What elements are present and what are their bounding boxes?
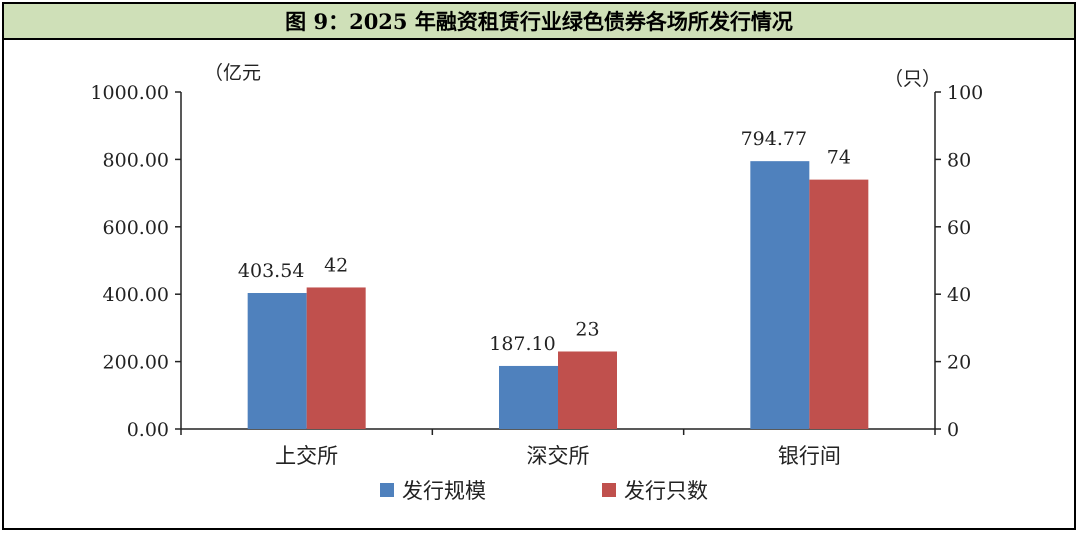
y-right-unit-label: （只） xyxy=(884,68,941,90)
data-label: 794.77 xyxy=(741,128,807,150)
x-category-label: 银行间 xyxy=(778,444,841,468)
y-left-unit-label: （亿元 xyxy=(204,62,261,84)
bar-scale xyxy=(247,293,307,429)
bar-count xyxy=(809,179,869,429)
y-left-tick-label: 600.00 xyxy=(103,217,169,239)
y-right-tick-label: 60 xyxy=(947,217,971,239)
bar-count xyxy=(558,351,617,429)
y-right-tick-label: 100 xyxy=(947,82,983,104)
data-label: 23 xyxy=(575,318,599,340)
y-left-tick-label: 0.00 xyxy=(127,419,169,441)
y-right-tick-label: 20 xyxy=(947,352,971,374)
bar-count xyxy=(306,287,366,429)
legend-label: 发行规模 xyxy=(402,479,486,503)
legend-swatch xyxy=(602,483,616,497)
legend-swatch xyxy=(380,483,394,497)
y-left-tick-label: 1000.00 xyxy=(90,82,169,104)
data-label: 403.54 xyxy=(238,260,304,282)
y-right-tick-label: 0 xyxy=(947,419,959,441)
chart-title: 图 9：2025 年融资租赁行业绿色债券各场所发行情况 xyxy=(4,4,1074,40)
y-right-tick-label: 80 xyxy=(947,149,971,171)
y-left-tick-label: 200.00 xyxy=(103,352,169,374)
bar-scale xyxy=(750,161,810,429)
y-left-tick-label: 800.00 xyxy=(103,149,169,171)
data-label: 42 xyxy=(324,254,348,276)
data-label: 187.10 xyxy=(489,333,555,355)
y-right-tick-label: 40 xyxy=(947,284,971,306)
x-category-label: 深交所 xyxy=(527,444,590,468)
x-category-label: 上交所 xyxy=(275,444,338,468)
y-left-tick-label: 400.00 xyxy=(103,284,169,306)
legend-label: 发行只数 xyxy=(624,479,708,503)
data-label: 74 xyxy=(827,147,851,169)
bar-scale xyxy=(499,365,558,429)
